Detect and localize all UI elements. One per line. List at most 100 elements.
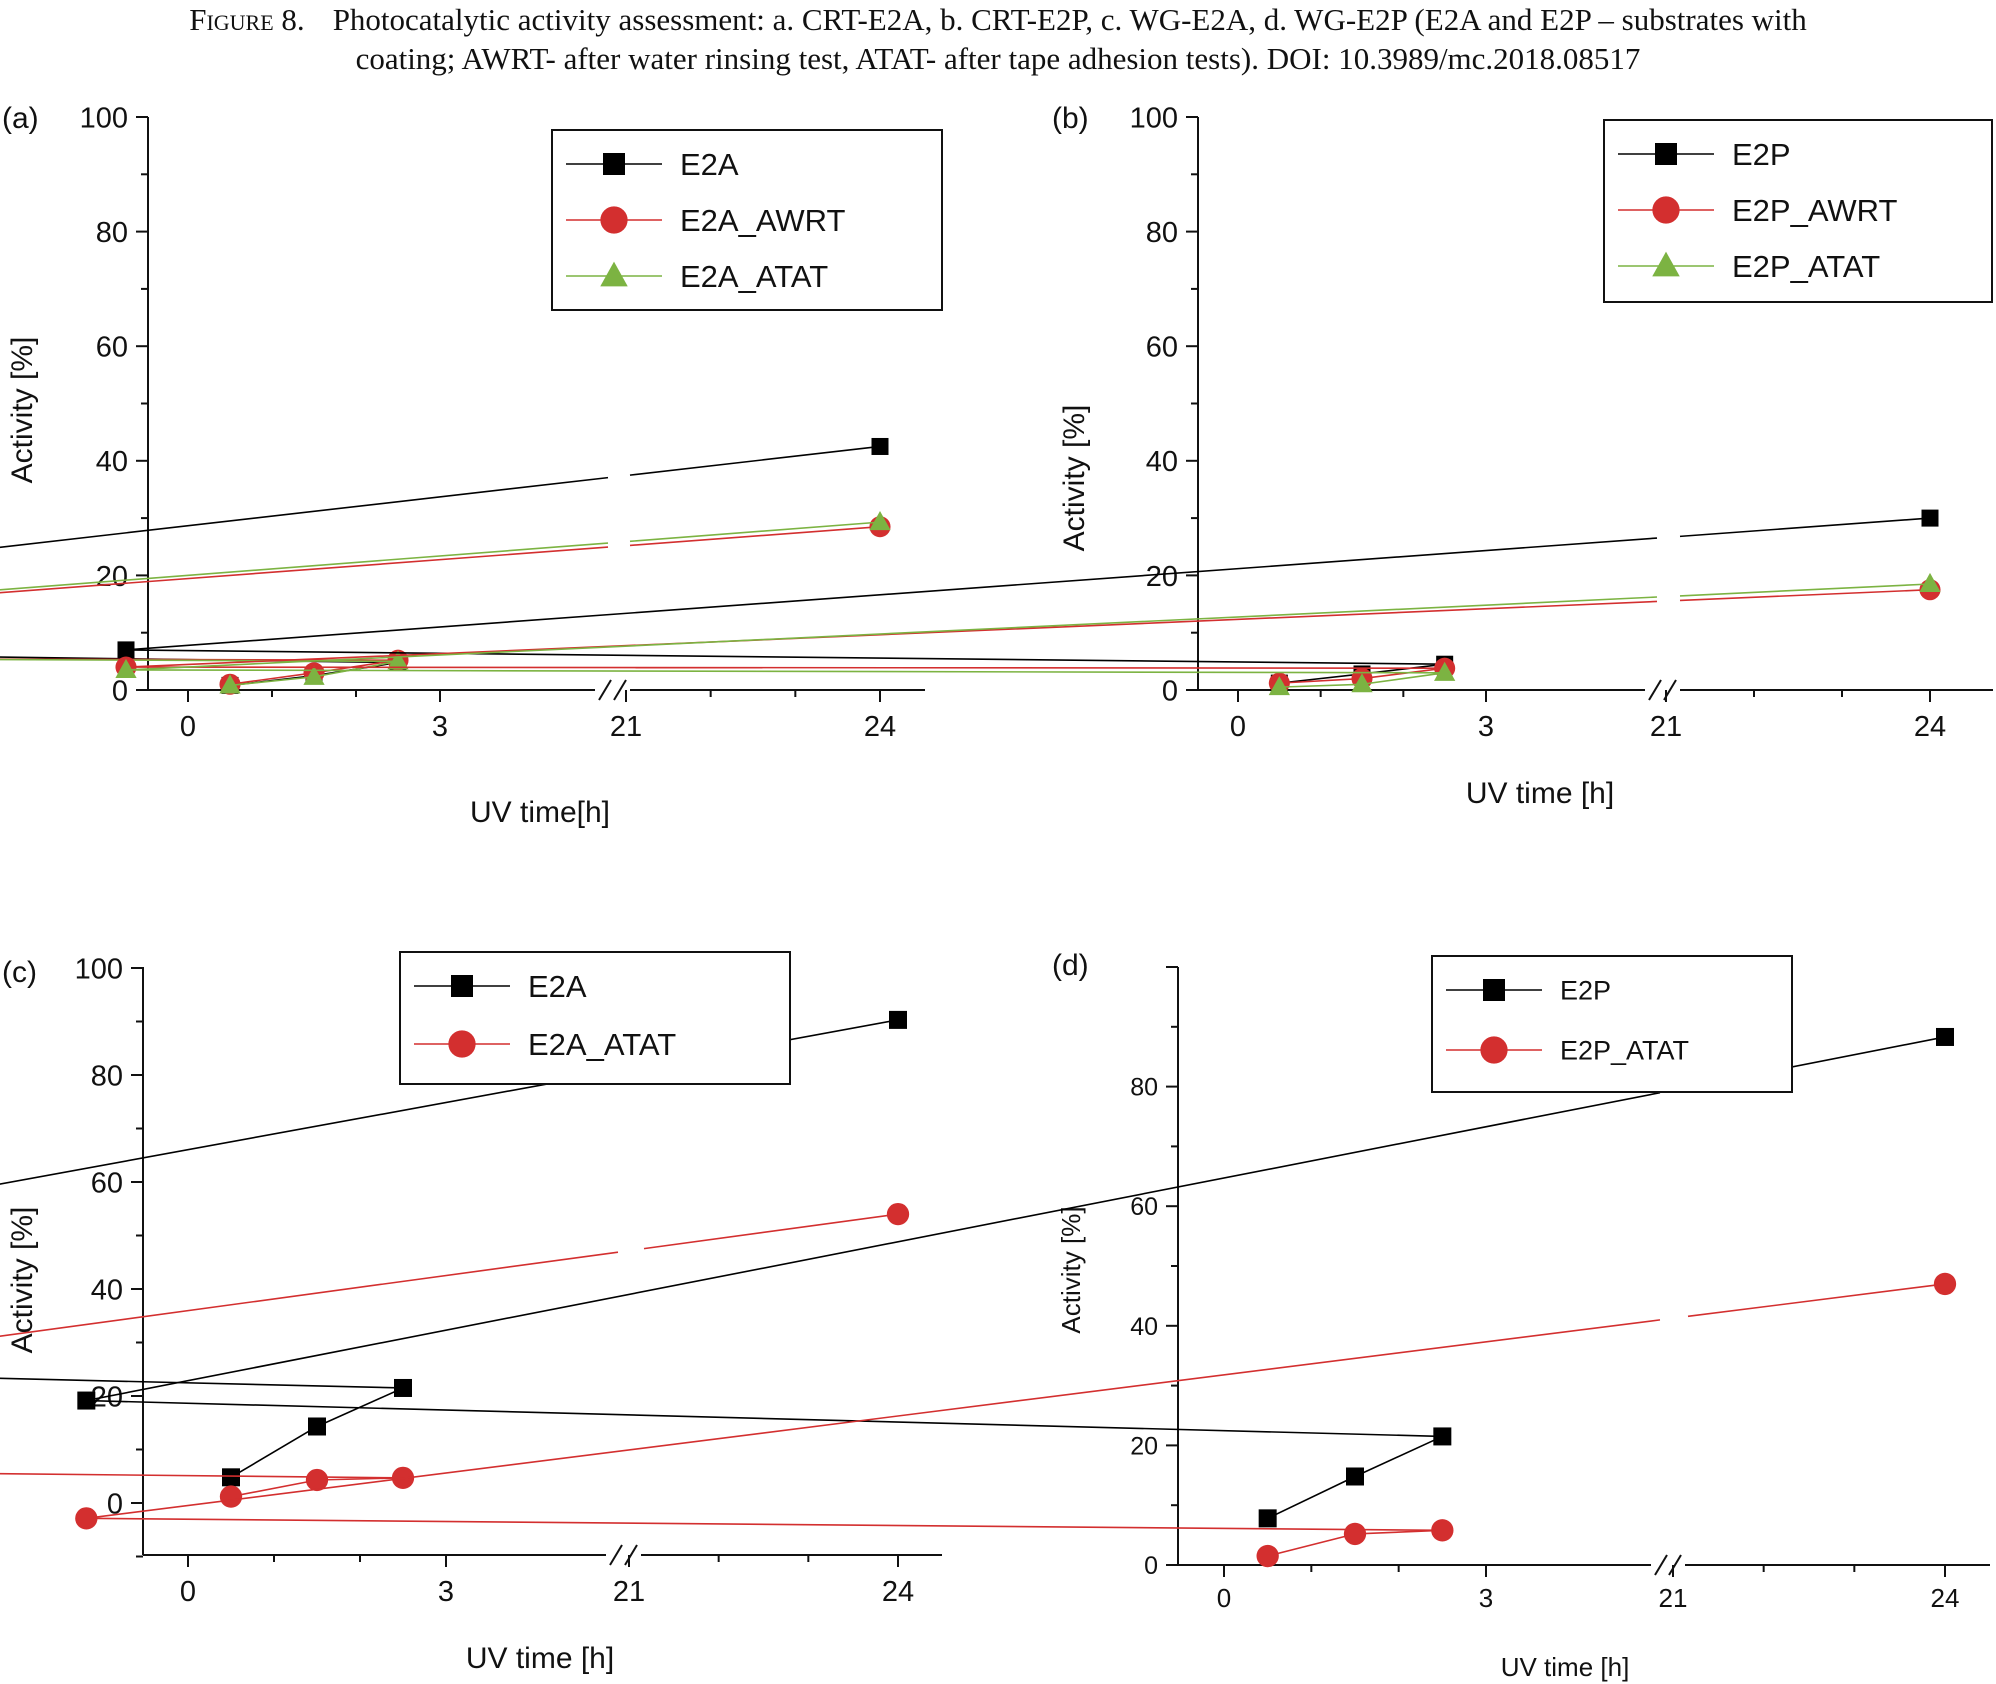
chart-panel-b: (b) 0 20 40 60 80 100 0 3 21 24 Activity [%] UV time…: [115, 102, 1993, 810]
series-line-segment: [1679, 588, 1931, 602]
series-line-segment: [125, 537, 1658, 651]
legend-marker: [1652, 196, 1680, 224]
data-point: [219, 674, 241, 694]
series-line-segment: [643, 1213, 899, 1250]
data-point: [889, 1010, 907, 1029]
legend-item: E2A_ATAT: [414, 1027, 676, 1062]
x-tick-label: 21: [1650, 711, 1682, 743]
series-line-segment: [125, 666, 1445, 670]
series-line-segment: [1679, 517, 1931, 538]
axis-break-mark: [1668, 1554, 1682, 1576]
data-point: [1433, 1427, 1452, 1446]
caption-label: Figure 8.: [189, 2, 305, 37]
series-line-segment: [1267, 1475, 1356, 1520]
data-point: [115, 658, 137, 678]
legend-box: [1431, 955, 1793, 1093]
series-line-segment: [1354, 1435, 1443, 1478]
series-E2P: [77, 1027, 1954, 1528]
series-line-segment: [125, 596, 1658, 671]
y-tick-label: 100: [80, 102, 128, 134]
caption-line-2: coating; AWRT- after water rinsing test,…: [355, 41, 1641, 76]
series-line-segment: [229, 676, 315, 687]
panel-label: (a): [2, 102, 39, 135]
y-axis-title: Activity [%]: [6, 1207, 39, 1354]
series-line-segment: [0, 542, 609, 591]
x-tick-label: 24: [1914, 711, 1946, 743]
data-point: [1268, 676, 1290, 696]
series-line-segment: [0, 1251, 619, 1337]
data-point: [394, 1378, 412, 1397]
y-tick-label: 40: [1146, 446, 1178, 478]
data-point: [1434, 661, 1456, 681]
data-point: [117, 641, 135, 659]
data-point: [1346, 1467, 1364, 1486]
chart-panel-a: (a) 0 20 40 60 80 100 0 3 21 24 Activity [%] UV time…: [0, 102, 943, 829]
legend: E2A E2A_ATAT: [399, 951, 791, 1085]
chart-panel-c: (c) 0 20 40 60 80 100 0 3 21 24 Activity [%] UV time…: [0, 951, 942, 1675]
series-line-segment: [86, 1399, 1443, 1438]
axis-break-mark: [613, 679, 627, 701]
legend-item: E2A: [566, 147, 739, 182]
legend-item: E2A: [414, 969, 587, 1004]
series-line-segment: [0, 1377, 404, 1389]
y-tick-label: 0: [1162, 675, 1178, 707]
data-point: [1431, 1519, 1454, 1542]
data-point: [303, 665, 325, 685]
y-tick-label: 0: [107, 1488, 123, 1520]
legend-marker: [1652, 251, 1680, 277]
series-line-segment: [313, 660, 399, 678]
series-line-segment: [125, 669, 1445, 674]
legend-item: E2P_ATAT: [1446, 1036, 1689, 1066]
y-tick-label: 40: [96, 446, 128, 478]
legend-label: E2P: [1732, 137, 1791, 172]
legend-item: E2P_AWRT: [1618, 193, 1897, 228]
legend: E2P E2P_ATAT: [1431, 955, 1793, 1093]
y-tick-label: 20: [1130, 1432, 1158, 1460]
x-axis-title: UV time [h]: [466, 1642, 614, 1675]
series-line-segment: [0, 1070, 619, 1185]
series-E2P_ATAT: [75, 1272, 1957, 1568]
x-tick-label: 21: [1659, 1583, 1688, 1613]
y-tick-label: 60: [91, 1167, 123, 1199]
legend-label: E2A_ATAT: [680, 259, 828, 294]
panel-label: (d): [1052, 949, 1089, 982]
x-tick-label: 0: [180, 711, 196, 743]
axis-break-mark: [1648, 679, 1662, 701]
legend-item: E2P: [1618, 137, 1791, 172]
y-tick-label: 20: [91, 1381, 123, 1413]
legend-label: E2P: [1560, 976, 1611, 1006]
series-line-segment: [0, 546, 609, 594]
series-E2P_AWRT: [115, 579, 1941, 694]
legend-item: E2P: [1446, 976, 1611, 1006]
figure-caption: Figure 8. Photocatalytic activity assessm…: [0, 0, 1996, 78]
series-line-segment: [0, 476, 609, 549]
legend-item: E2A_ATAT: [566, 259, 828, 294]
legend-marker: [451, 975, 473, 997]
data-point: [1921, 509, 1939, 527]
panel-label: (c): [2, 956, 37, 989]
x-axis-title: UV time[h]: [470, 796, 610, 829]
data-point: [1919, 572, 1941, 593]
legend-label: E2A: [680, 147, 739, 182]
series-line-segment: [0, 1472, 404, 1479]
y-tick-label: 80: [1146, 217, 1178, 249]
x-tick-label: 0: [1217, 1583, 1231, 1613]
legend-marker: [600, 261, 628, 287]
series-line-segment: [125, 649, 1445, 666]
caption-line-1: Figure 8. Photocatalytic activity assessm…: [0, 0, 1996, 39]
legend-label: E2A_ATAT: [528, 1027, 676, 1062]
series-line-segment: [1361, 672, 1445, 686]
x-axis-title: UV time [h]: [1466, 777, 1614, 810]
series-line-segment: [1679, 583, 1931, 597]
data-point: [1343, 1522, 1367, 1546]
series-line-segment: [1687, 1283, 1946, 1318]
legend-marker: [600, 206, 628, 234]
axis-break-mark: [609, 1544, 623, 1566]
data-point: [219, 1485, 243, 1508]
x-tick-label: 21: [613, 1576, 645, 1608]
legend-label: E2A: [528, 969, 587, 1004]
x-tick-label: 24: [1931, 1583, 1960, 1613]
legend-marker: [1483, 979, 1505, 1001]
x-tick-label: 24: [882, 1576, 914, 1608]
